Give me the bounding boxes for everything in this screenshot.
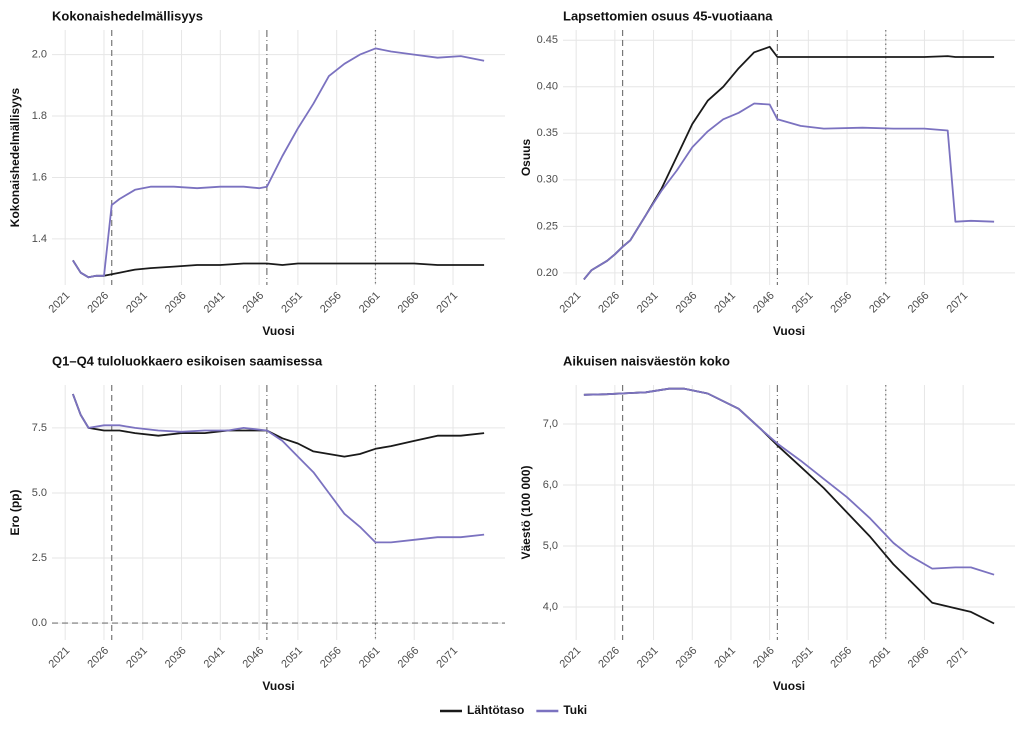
x-tick-label: 2031 xyxy=(124,645,150,671)
x-tick-label: 2021 xyxy=(558,645,584,671)
chart-title: Aikuisen naisväestön koko xyxy=(563,353,730,368)
y-tick-label: 0.35 xyxy=(537,127,558,139)
x-tick-label: 2031 xyxy=(124,290,150,316)
chart-title: Kokonaishedelmällisyys xyxy=(52,8,203,23)
series-line xyxy=(72,393,485,458)
y-tick-label: 2.0 xyxy=(32,48,47,60)
x-tick-label: 2061 xyxy=(357,645,383,671)
x-tick-label: 2051 xyxy=(279,290,305,316)
x-tick-label: 2051 xyxy=(279,645,305,671)
x-tick-label: 2041 xyxy=(202,645,228,671)
x-tick-label: 2021 xyxy=(47,290,73,316)
y-tick-label: 1.8 xyxy=(32,110,47,122)
series-line xyxy=(583,102,995,280)
x-tick-label: 2066 xyxy=(906,290,932,316)
y-axis-label: Osuus xyxy=(519,139,533,177)
x-tick-label: 2031 xyxy=(635,290,661,316)
chart-title: Lapsettomien osuus 45-vuotiaana xyxy=(563,8,773,23)
x-tick-label: 2036 xyxy=(163,645,189,671)
x-tick-label: 2071 xyxy=(434,645,460,671)
x-tick-label: 2061 xyxy=(867,290,893,316)
x-tick-label: 2071 xyxy=(945,645,971,671)
series-line xyxy=(72,259,485,279)
x-tick-label: 2046 xyxy=(240,645,266,671)
y-tick-label: 7.5 xyxy=(32,422,47,434)
chart-title: Q1–Q4 tuloluokkaero esikoisen saamisessa xyxy=(52,353,323,368)
x-tick-label: 2066 xyxy=(396,290,422,316)
x-tick-label: 2026 xyxy=(85,290,111,316)
x-axis-label: Vuosi xyxy=(773,324,805,338)
y-tick-label: 0.0 xyxy=(32,617,47,629)
x-tick-label: 2051 xyxy=(790,645,816,671)
series-line xyxy=(72,393,485,544)
y-axis-label: Väestö (100 000) xyxy=(519,465,533,559)
x-tick-label: 2061 xyxy=(867,645,893,671)
x-tick-label: 2036 xyxy=(674,645,700,671)
x-tick-label: 2026 xyxy=(596,645,622,671)
y-axis-label: Kokonaishedelmällisyys xyxy=(8,87,22,227)
x-tick-label: 2071 xyxy=(434,290,460,316)
y-tick-label: 6,0 xyxy=(543,479,558,491)
x-tick-label: 2021 xyxy=(47,645,73,671)
x-tick-label: 2031 xyxy=(635,645,661,671)
y-tick-label: 0.40 xyxy=(537,81,558,93)
x-tick-label: 2041 xyxy=(712,645,738,671)
x-axis-label: Vuosi xyxy=(262,679,294,693)
series-line xyxy=(72,47,485,279)
y-tick-label: 0.30 xyxy=(537,174,558,186)
x-tick-label: 2066 xyxy=(396,645,422,671)
x-tick-label: 2021 xyxy=(558,290,584,316)
x-tick-label: 2036 xyxy=(674,290,700,316)
x-tick-label: 2041 xyxy=(202,290,228,316)
x-axis-label: Vuosi xyxy=(773,679,805,693)
y-tick-label: 0.45 xyxy=(537,34,558,46)
x-tick-label: 2061 xyxy=(357,290,383,316)
y-tick-label: 1.6 xyxy=(32,171,47,183)
x-tick-label: 2036 xyxy=(163,290,189,316)
legend-label: Lähtötaso xyxy=(467,703,524,717)
x-tick-label: 2071 xyxy=(945,290,971,316)
x-tick-label: 2056 xyxy=(318,645,344,671)
x-tick-label: 2051 xyxy=(790,290,816,316)
y-tick-label: 5,0 xyxy=(543,540,558,552)
y-axis-label: Ero (pp) xyxy=(8,490,22,536)
y-tick-label: 0.20 xyxy=(537,267,558,279)
x-tick-label: 2046 xyxy=(751,645,777,671)
x-tick-label: 2056 xyxy=(318,290,344,316)
y-tick-label: 2.5 xyxy=(32,552,47,564)
x-tick-label: 2026 xyxy=(596,290,622,316)
x-tick-label: 2056 xyxy=(828,645,854,671)
x-axis-label: Vuosi xyxy=(262,324,294,338)
series-line xyxy=(583,387,995,576)
x-tick-label: 2066 xyxy=(906,645,932,671)
y-tick-label: 1.4 xyxy=(32,233,47,245)
x-tick-label: 2046 xyxy=(751,290,777,316)
x-tick-label: 2026 xyxy=(85,645,111,671)
x-tick-label: 2046 xyxy=(240,290,266,316)
y-tick-label: 4,0 xyxy=(543,601,558,613)
y-tick-label: 5.0 xyxy=(32,487,47,499)
x-tick-label: 2041 xyxy=(712,290,738,316)
x-tick-label: 2056 xyxy=(828,290,854,316)
series-line xyxy=(583,45,995,280)
y-tick-label: 0.25 xyxy=(537,220,558,232)
y-tick-label: 7,0 xyxy=(543,418,558,430)
legend-label: Tuki xyxy=(563,703,587,717)
